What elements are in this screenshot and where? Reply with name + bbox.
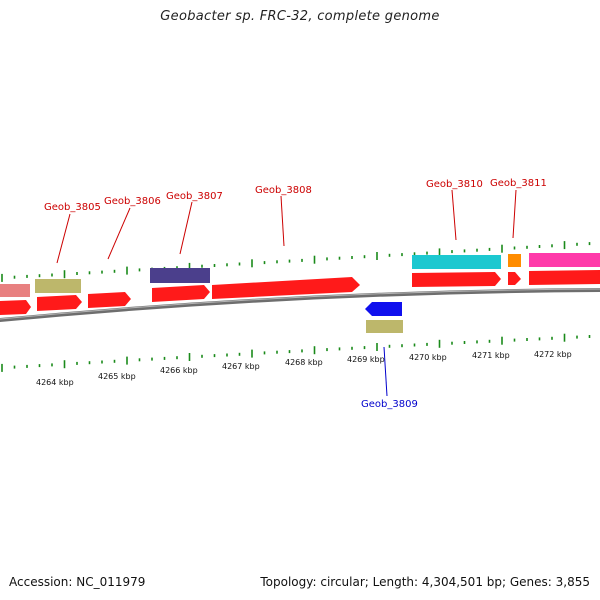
- gene-label[interactable]: Geob_3806: [104, 196, 161, 207]
- gene-label[interactable]: Geob_3807: [166, 191, 223, 202]
- cds-arrow-forward[interactable]: [88, 292, 131, 308]
- kbp-label: 4270 kbp: [409, 353, 447, 362]
- cds-arrow-forward[interactable]: [212, 277, 360, 299]
- gene-label[interactable]: Geob_3805: [44, 202, 101, 213]
- gene-label[interactable]: Geob_3809: [361, 399, 418, 410]
- topology-label: Topology: circular; Length: 4,304,501 bp…: [260, 575, 590, 589]
- kbp-label: 4266 kbp: [160, 366, 198, 375]
- cds-arrow-forward[interactable]: [508, 272, 521, 285]
- feature-box-purple[interactable]: [150, 268, 210, 283]
- genome-backbone-highlight: [0, 288, 600, 320]
- cds-arrow-forward[interactable]: [152, 285, 210, 302]
- gene-label[interactable]: Geob_3811: [490, 178, 547, 189]
- accession-label: Accession: NC_011979: [9, 575, 146, 589]
- feature-box-khaki-lower[interactable]: [366, 320, 403, 333]
- cds-arrow-forward[interactable]: [529, 270, 600, 285]
- kbp-label: 4272 kbp: [534, 350, 572, 359]
- kbp-label: 4264 kbp: [36, 378, 74, 387]
- kbp-label: 4268 kbp: [285, 358, 323, 367]
- kbp-label: 4267 kbp: [222, 362, 260, 371]
- feature-box-cyan[interactable]: [412, 255, 501, 269]
- gene-label[interactable]: Geob_3808: [255, 185, 312, 196]
- genome-backbone: [0, 288, 600, 323]
- label-leaders: [56, 189, 517, 397]
- kbp-label: 4271 kbp: [472, 351, 510, 360]
- gene-label[interactable]: Geob_3810: [426, 179, 483, 190]
- cds-arrow-forward[interactable]: [0, 300, 31, 315]
- feature-box-orange[interactable]: [508, 254, 521, 267]
- lower-tick-track: [1, 333, 591, 372]
- feature-box-khaki[interactable]: [35, 279, 81, 293]
- cds-arrow-forward[interactable]: [412, 272, 501, 287]
- upper-tick-track: [1, 241, 591, 282]
- kbp-label: 4269 kbp: [347, 355, 385, 364]
- feature-track: [0, 253, 600, 333]
- cds-arrow-reverse[interactable]: [365, 302, 402, 316]
- feature-box-magenta[interactable]: [529, 253, 600, 267]
- genome-title: Geobacter sp. FRC-32, complete genome: [160, 9, 440, 24]
- feature-box-pink[interactable]: [0, 284, 30, 297]
- kbp-label: 4265 kbp: [98, 372, 136, 381]
- cds-arrow-forward[interactable]: [37, 295, 82, 311]
